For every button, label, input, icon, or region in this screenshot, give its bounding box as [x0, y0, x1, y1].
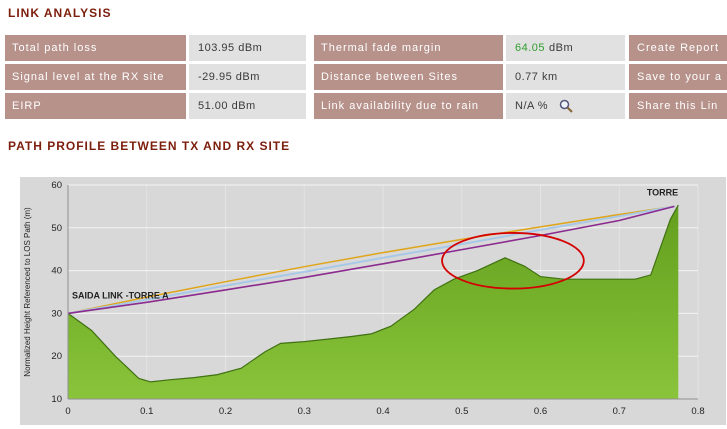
thermal-fade-margin-label: Thermal fade margin — [314, 35, 503, 61]
svg-text:0.6: 0.6 — [534, 406, 547, 417]
path-profile-title: PATH PROFILE BETWEEN TX AND RX SITE — [8, 139, 291, 153]
svg-text:30: 30 — [51, 308, 62, 319]
svg-text:10: 10 — [51, 394, 62, 405]
svg-text:0.3: 0.3 — [298, 406, 311, 417]
svg-text:0.7: 0.7 — [613, 406, 626, 417]
signal-level-value: -29.95 dBm — [189, 64, 306, 90]
svg-text:SAIDA LINK -TORRE A: SAIDA LINK -TORRE A — [72, 290, 169, 300]
save-to-account-button[interactable]: Save to your a — [629, 64, 727, 90]
rain-availability-value: N/A % — [506, 93, 625, 119]
link-analysis-title: LINK ANALYSIS — [8, 6, 112, 20]
total-path-loss-value: 103.95 dBm — [189, 35, 306, 61]
rain-availability-text: N/A % — [515, 100, 549, 112]
magnifier-icon[interactable] — [558, 98, 574, 114]
signal-level-label: Signal level at the RX site — [5, 64, 186, 90]
thermal-fade-value-unit: dBm — [549, 42, 574, 54]
svg-text:0.5: 0.5 — [455, 406, 468, 417]
create-report-button[interactable]: Create Report — [629, 35, 727, 61]
eirp-value: 51.00 dBm — [189, 93, 306, 119]
svg-text:0.1: 0.1 — [140, 406, 153, 417]
svg-text:40: 40 — [51, 266, 62, 277]
svg-text:Normalized Height Referenced t: Normalized Height Referenced to LOS Path… — [23, 207, 32, 377]
thermal-fade-margin-value: 64.05 dBm — [506, 35, 625, 61]
distance-between-sites-value: 0.77 km — [506, 64, 625, 90]
thermal-fade-value-number: 64.05 — [515, 42, 546, 54]
eirp-label: EIRP — [5, 93, 186, 119]
svg-text:60: 60 — [51, 180, 62, 191]
svg-text:0.4: 0.4 — [376, 406, 389, 417]
distance-between-sites-label: Distance between Sites — [314, 64, 503, 90]
svg-text:50: 50 — [51, 223, 62, 234]
svg-text:20: 20 — [51, 351, 62, 362]
share-link-button[interactable]: Share this Lin — [629, 93, 727, 119]
path-profile-chart: SAIDA LINK -TORRE A TORRE 10 20 30 40 50 60 0 0.1… — [20, 177, 726, 425]
svg-text:0.8: 0.8 — [691, 406, 704, 417]
svg-text:0: 0 — [65, 406, 70, 417]
rain-availability-label: Link availability due to rain — [314, 93, 503, 119]
total-path-loss-label: Total path loss — [5, 35, 186, 61]
svg-text:TORRE: TORRE — [647, 187, 678, 197]
svg-text:0.2: 0.2 — [219, 406, 232, 417]
